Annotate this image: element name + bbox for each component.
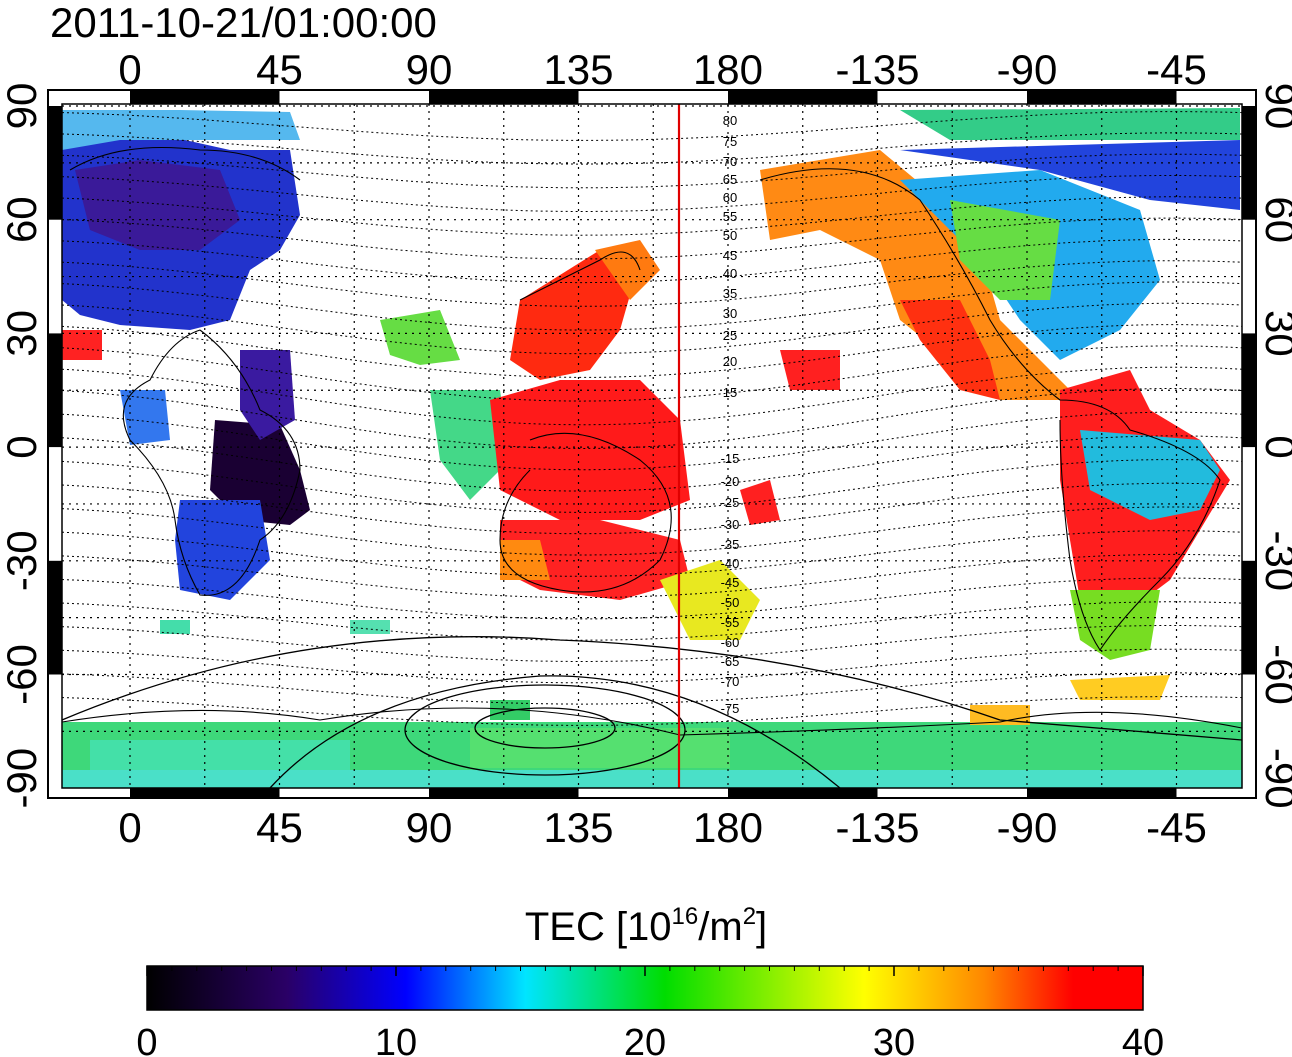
top-lon-label: 180 (693, 46, 763, 93)
right-lat-label: -90 (1257, 748, 1292, 809)
top-lon-label: 135 (543, 46, 613, 93)
bottom-longitude-labels: 0 45 90 135 180 -135 -90 -45 (118, 804, 1207, 851)
right-latitude-labels: 90 60 30 0 -30 -60 -90 (1257, 83, 1292, 809)
left-lat-label: -60 (0, 644, 45, 705)
mag-lat-label: 15 (723, 385, 737, 400)
top-longitude-labels: 0 45 90 135 180 -135 -90 -45 (118, 46, 1207, 93)
mag-lat-label: 65 (723, 172, 737, 187)
colorbar-title-square: 2 (742, 903, 757, 930)
bottom-lon-label: 0 (118, 804, 141, 851)
left-lat-label: -90 (0, 748, 45, 809)
colorbar-tick-label: 20 (624, 1022, 666, 1057)
bottom-lon-label: -90 (997, 804, 1058, 851)
timestamp-title: 2011-10-21/01:00:00 (50, 0, 437, 46)
south-polar-contours (62, 636, 1242, 788)
mag-lat-label: -45 (721, 575, 740, 590)
left-lat-label: 30 (0, 310, 45, 357)
colorbar-title-exponent: 16 (671, 903, 699, 930)
colorbar-tick-labels: 0 10 20 30 40 (136, 1022, 1164, 1057)
mag-lat-label: -40 (721, 556, 740, 571)
mag-lat-label: 35 (723, 286, 737, 301)
colorbar-ticks (146, 966, 1144, 976)
bottom-lon-label: -135 (835, 804, 919, 851)
mag-lat-label: -25 (721, 495, 740, 510)
colorbar-tick-label: 40 (1122, 1022, 1164, 1057)
top-lon-label: 90 (406, 46, 453, 93)
mag-lat-label: -60 (721, 635, 740, 650)
mag-lat-label: -30 (721, 517, 740, 532)
mag-lat-label: 30 (723, 306, 737, 321)
mag-lat-label: 40 (723, 266, 737, 281)
mag-lat-label: 70 (723, 154, 737, 169)
mag-lat-label: 45 (723, 248, 737, 263)
colorbar-tick-label: 10 (375, 1022, 417, 1057)
mag-lat-label: 60 (723, 190, 737, 205)
mag-lat-label: -20 (721, 474, 740, 489)
top-lon-label: 45 (256, 46, 303, 93)
mag-lat-label: -75 (721, 701, 740, 716)
mag-lat-label: 55 (723, 209, 737, 224)
frame-scale-bars (48, 90, 1256, 798)
bottom-lon-label: 90 (406, 804, 453, 851)
colorbar-title-text: TEC [10 (524, 905, 672, 949)
right-lat-label: 0 (1257, 435, 1292, 458)
right-lat-label: 60 (1257, 196, 1292, 243)
colorbar-title: TEC [1016/m2] (0, 903, 1292, 950)
mag-lat-label: 25 (723, 328, 737, 343)
left-lat-label: 0 (0, 435, 45, 458)
bottom-lon-label: 45 (256, 804, 303, 851)
right-lat-label: 90 (1257, 83, 1292, 130)
bottom-lon-label: -45 (1146, 804, 1207, 851)
mag-lat-label: 75 (723, 134, 737, 149)
magnetic-latitude-labels: 80 75 70 65 60 55 50 45 40 35 30 25 20 15 -15 -20 -25 -30… (721, 113, 740, 716)
left-lat-label: 90 (0, 83, 45, 130)
bottom-lon-label: 135 (543, 804, 613, 851)
coastlines (62, 146, 1242, 736)
bottom-lon-label: 180 (693, 804, 763, 851)
right-lat-label: -30 (1257, 530, 1292, 591)
mag-lat-label: -55 (721, 615, 740, 630)
colorbar-title-unit: /m (698, 905, 743, 949)
mag-lat-label: 20 (723, 354, 737, 369)
tec-data-layer (62, 108, 1242, 788)
magnetic-latitude-contours (62, 111, 1242, 726)
left-latitude-labels: 90 60 30 0 -30 -60 -90 (0, 83, 45, 809)
top-lon-label: 0 (118, 46, 141, 93)
colorbar-tick-label: 0 (136, 1022, 157, 1057)
mag-lat-label: -35 (721, 537, 740, 552)
colorbar-tick-label: 30 (873, 1022, 915, 1057)
mag-lat-label: 50 (723, 228, 737, 243)
left-lat-label: -30 (0, 530, 45, 591)
mag-lat-label: -15 (721, 451, 740, 466)
top-lon-label: -135 (835, 46, 919, 93)
mag-lat-label: 80 (723, 113, 737, 128)
mag-lat-label: -50 (721, 595, 740, 610)
mag-lat-label: -70 (721, 674, 740, 689)
mag-lat-label: -65 (721, 654, 740, 669)
left-lat-label: 60 (0, 196, 45, 243)
colorbar-title-close: ] (756, 905, 768, 949)
right-lat-label: -60 (1257, 644, 1292, 705)
right-lat-label: 30 (1257, 310, 1292, 357)
top-lon-label: -90 (997, 46, 1058, 93)
top-lon-label: -45 (1146, 46, 1207, 93)
